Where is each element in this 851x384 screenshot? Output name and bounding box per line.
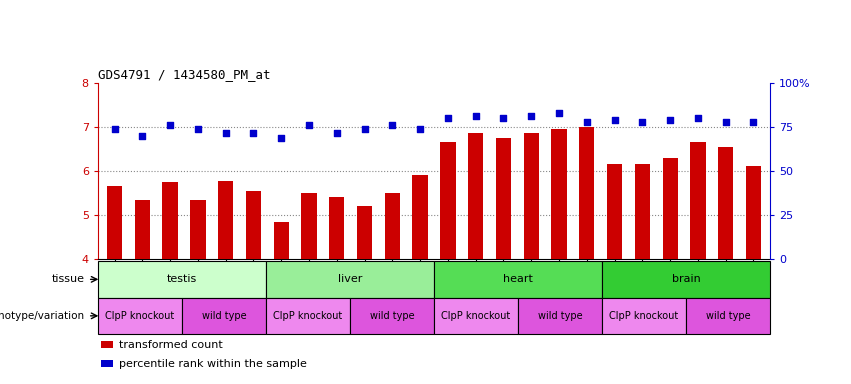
Text: ClpP knockout: ClpP knockout: [106, 311, 174, 321]
Bar: [182, 298, 266, 334]
Point: [414, 126, 427, 132]
Bar: [266, 298, 350, 334]
Text: wild type: wild type: [202, 311, 246, 321]
Bar: [273, 222, 288, 259]
Point: [302, 121, 316, 127]
Bar: [690, 142, 705, 259]
Bar: [134, 200, 150, 259]
Bar: [218, 180, 233, 259]
Point: [330, 130, 344, 136]
Text: ClpP knockout: ClpP knockout: [609, 311, 679, 321]
Point: [691, 115, 705, 121]
Bar: [350, 298, 434, 334]
Text: testis: testis: [167, 274, 197, 285]
Point: [719, 119, 733, 126]
Point: [636, 119, 649, 126]
Point: [580, 119, 594, 126]
Bar: [434, 261, 602, 298]
Point: [608, 117, 621, 123]
Point: [497, 115, 511, 121]
Bar: [107, 186, 123, 259]
Text: genotype/variation: genotype/variation: [0, 311, 84, 321]
Bar: [686, 298, 770, 334]
Point: [191, 126, 205, 132]
Text: wild type: wild type: [538, 311, 582, 321]
Bar: [98, 298, 182, 334]
Bar: [246, 191, 261, 259]
Point: [274, 135, 288, 141]
Bar: [523, 133, 539, 259]
Text: wild type: wild type: [705, 311, 751, 321]
Bar: [745, 167, 761, 259]
Bar: [434, 298, 518, 334]
Bar: [468, 133, 483, 259]
Point: [219, 130, 232, 136]
Bar: [551, 129, 567, 259]
Text: transformed count: transformed count: [119, 340, 223, 350]
Point: [663, 117, 677, 123]
Point: [469, 113, 483, 119]
Bar: [635, 164, 650, 259]
Bar: [98, 261, 266, 298]
Bar: [718, 147, 734, 259]
Bar: [357, 206, 372, 259]
Point: [163, 121, 177, 127]
Text: liver: liver: [338, 274, 363, 285]
Bar: [329, 197, 345, 259]
Text: brain: brain: [671, 274, 700, 285]
Bar: [518, 298, 602, 334]
Bar: [266, 261, 434, 298]
Bar: [580, 127, 595, 259]
Bar: [602, 261, 770, 298]
Bar: [163, 182, 178, 259]
Bar: [440, 142, 455, 259]
Point: [524, 113, 538, 119]
Text: wild type: wild type: [369, 311, 414, 321]
Point: [441, 115, 454, 121]
Bar: [191, 200, 205, 259]
Text: GDS4791 / 1434580_PM_at: GDS4791 / 1434580_PM_at: [98, 68, 271, 81]
Text: tissue: tissue: [51, 274, 84, 285]
Bar: [385, 193, 400, 259]
Point: [108, 126, 122, 132]
Bar: [413, 175, 428, 259]
Text: ClpP knockout: ClpP knockout: [273, 311, 343, 321]
Text: ClpP knockout: ClpP knockout: [442, 311, 511, 321]
Point: [386, 121, 399, 127]
Point: [135, 132, 149, 139]
Point: [746, 119, 760, 126]
Bar: [602, 298, 686, 334]
Bar: [663, 158, 677, 259]
Bar: [496, 138, 511, 259]
Text: percentile rank within the sample: percentile rank within the sample: [119, 359, 307, 369]
Text: heart: heart: [503, 274, 533, 285]
Point: [247, 130, 260, 136]
Point: [357, 126, 371, 132]
Bar: [101, 360, 113, 367]
Bar: [101, 341, 113, 348]
Point: [552, 111, 566, 117]
Bar: [607, 164, 622, 259]
Bar: [301, 193, 317, 259]
